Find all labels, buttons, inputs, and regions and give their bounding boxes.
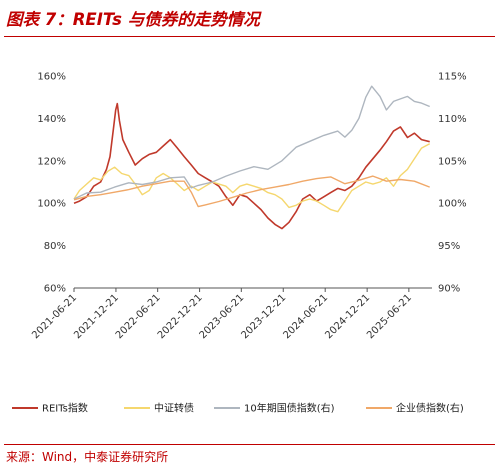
series-line-1 — [73, 102, 430, 230]
right-tick-label: 100% — [438, 199, 467, 210]
left-tick-label: 120% — [37, 156, 66, 167]
title-rule — [4, 36, 495, 37]
left-tick-label: 100% — [37, 199, 66, 210]
legend-label: 企业债指数(右) — [396, 402, 464, 415]
left-tick-label: 140% — [37, 114, 66, 125]
left-tick-label: 60% — [44, 284, 66, 295]
source-note: 来源：Wind，中泰证券研究所 — [6, 450, 169, 464]
legend-label: 中证转债 — [154, 402, 194, 415]
figure-title: 图表 7：REITs 与债券的走势情况 — [6, 10, 260, 29]
legend: REITs指数 中证转债 10年期国债指数(右) 企业债指数(右) — [12, 402, 464, 415]
left-tick-label: 80% — [44, 241, 66, 252]
right-tick-label: 115% — [438, 72, 467, 83]
legend-label: REITs指数 — [42, 402, 88, 415]
series-line-3 — [73, 85, 430, 200]
right-tick-label: 95% — [438, 241, 460, 252]
right-tick-label: 105% — [438, 156, 467, 167]
series-layer — [73, 85, 431, 230]
legend-label: 10年期国债指数(右) — [244, 402, 335, 415]
right-tick-label: 110% — [438, 114, 467, 125]
right-axis: 90% 95% 100% 105% 110% 115% — [438, 72, 467, 295]
left-tick-label: 160% — [37, 72, 66, 83]
series-line-2 — [73, 143, 431, 213]
left-axis: 60% 80% 100% 120% 140% 160% — [37, 72, 66, 295]
right-tick-label: 90% — [438, 284, 460, 295]
footer-rule — [4, 444, 495, 445]
x-axis: 2021-06-212021-12-212022-06-212022-12-21… — [30, 288, 414, 341]
line-chart: 60% 80% 100% 120% 140% 160% 90% 95% 100% 105% 110… — [12, 72, 467, 415]
series-line-4 — [73, 175, 430, 208]
x-tick-label: 2025-06-21 — [365, 292, 414, 341]
